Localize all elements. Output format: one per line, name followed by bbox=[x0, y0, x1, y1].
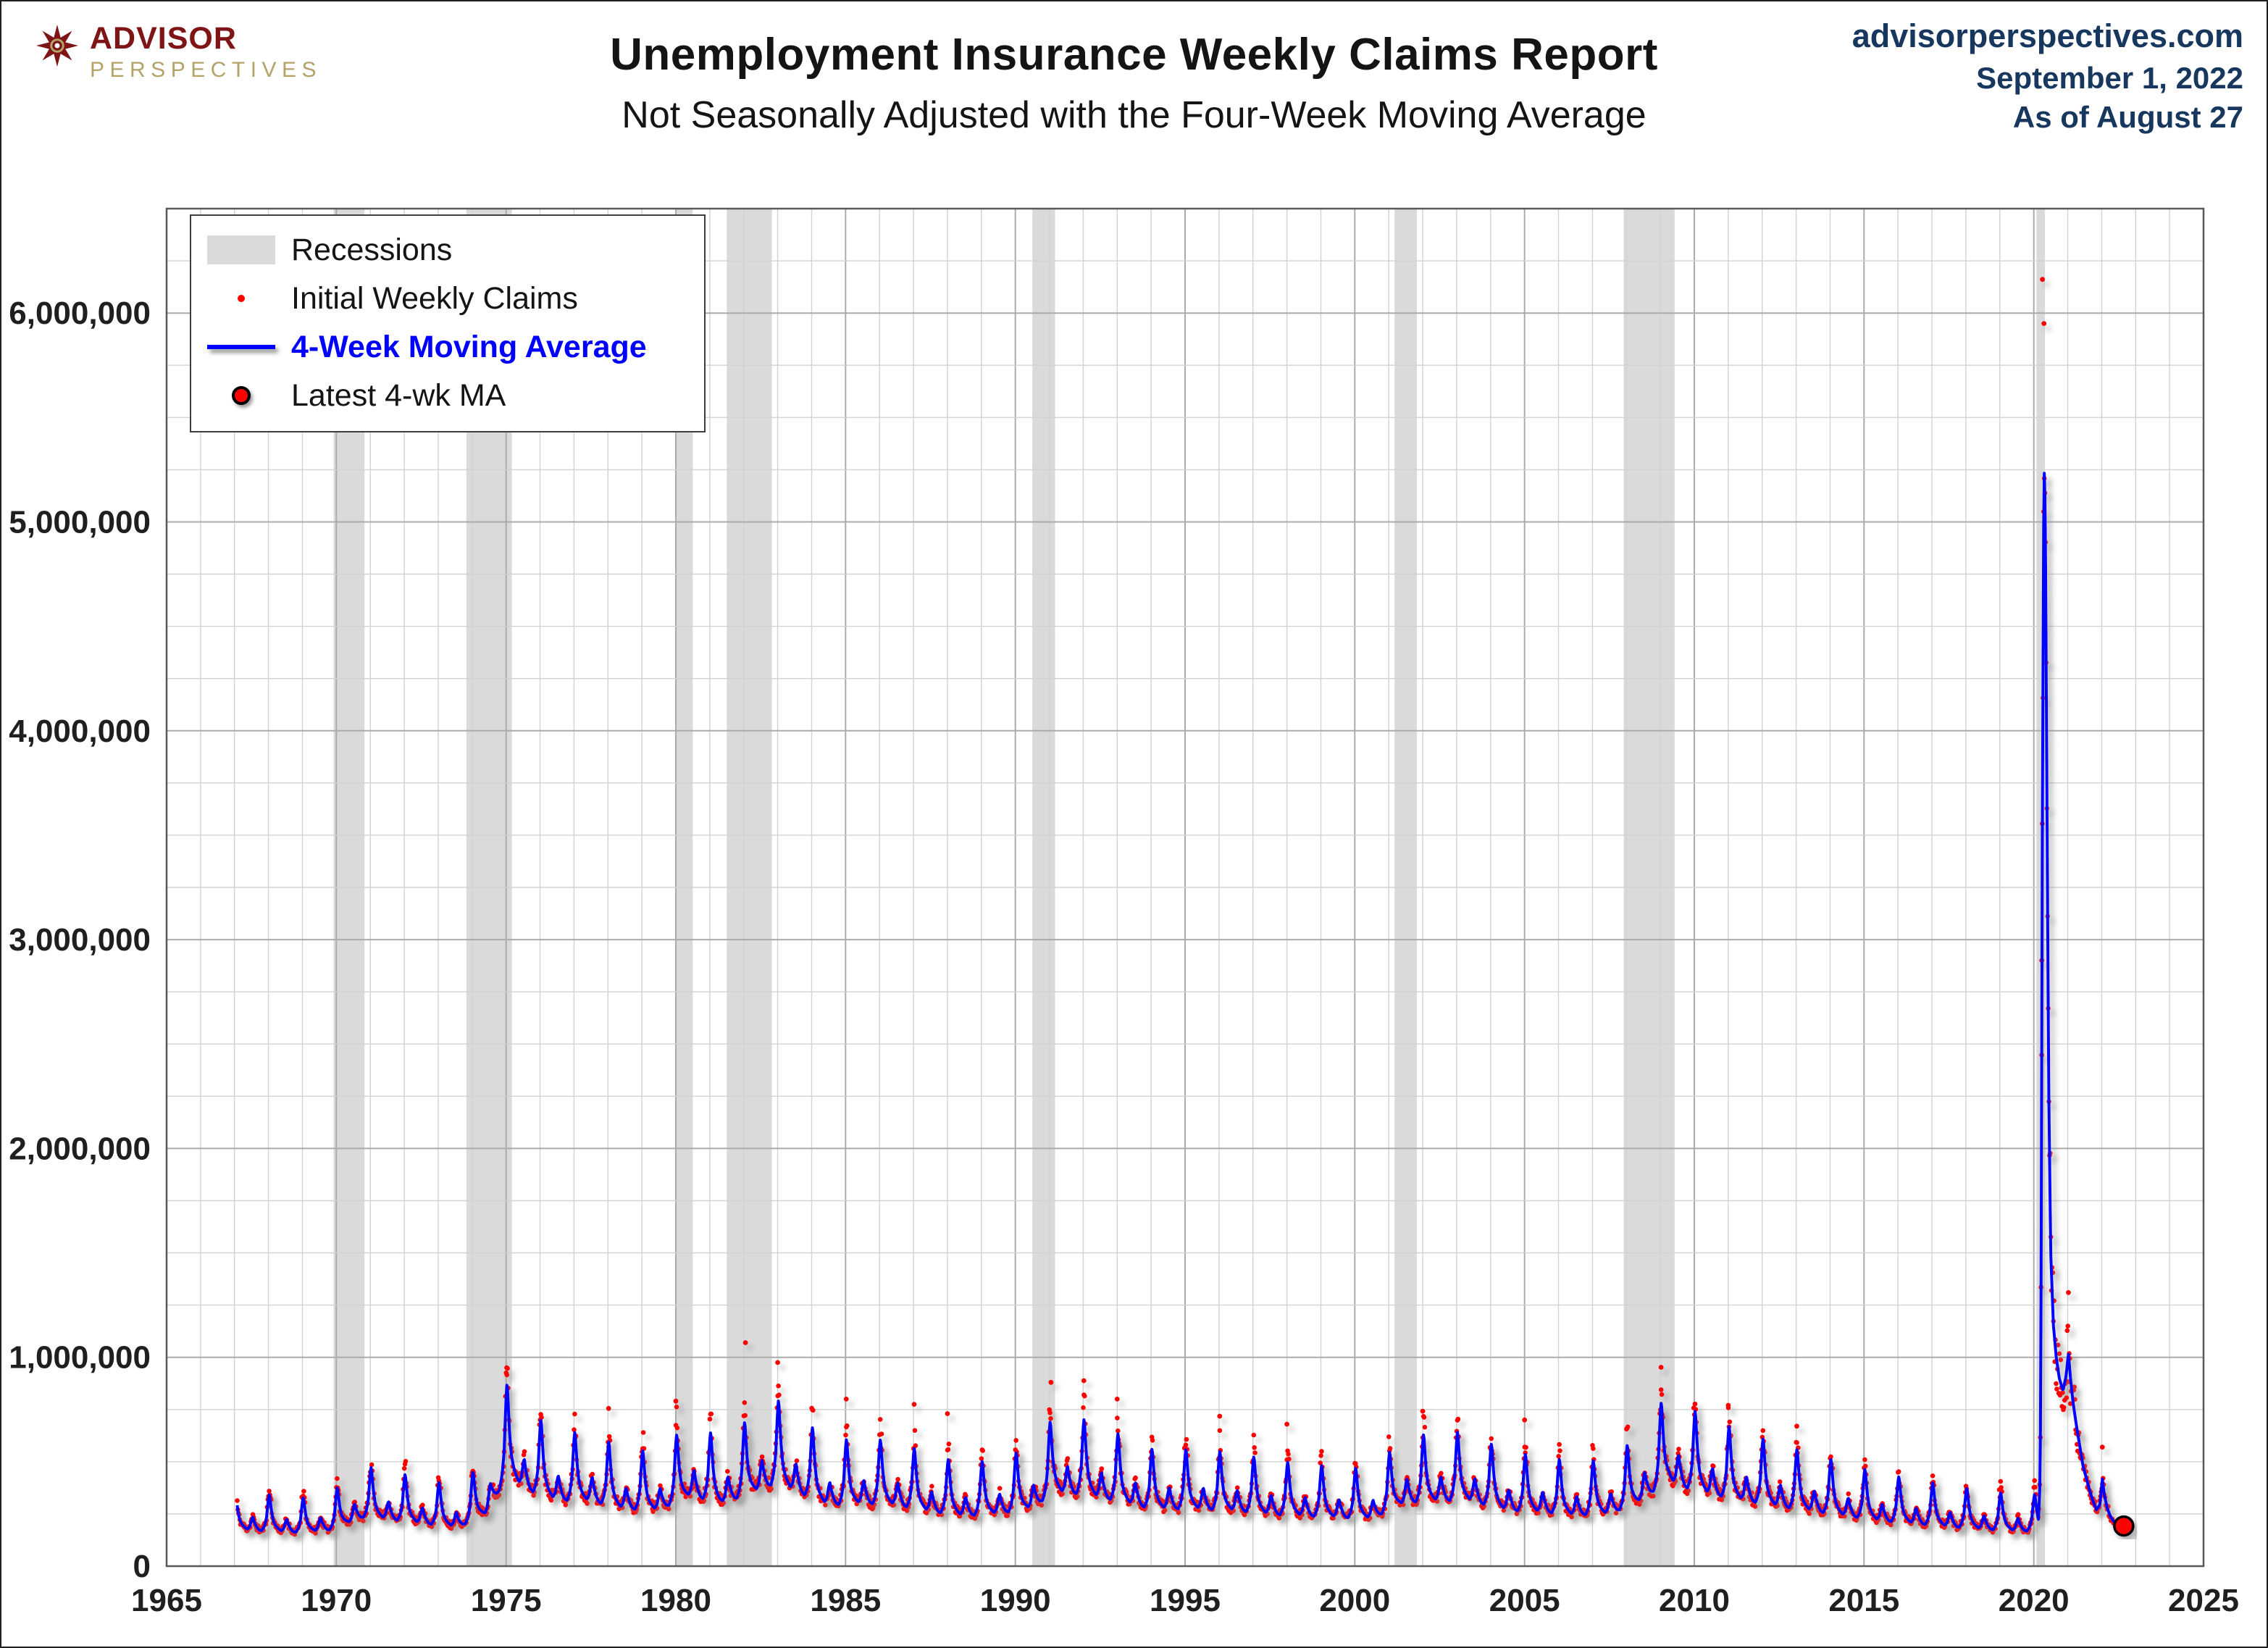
x-axis-labels: 1965 1970 1975 1980 1985 1990 1995 2000 2005 2010… bbox=[131, 1583, 2239, 1618]
svg-text:1980: 1980 bbox=[640, 1583, 711, 1618]
svg-text:1990: 1990 bbox=[980, 1583, 1051, 1618]
svg-text:2010: 2010 bbox=[1659, 1583, 1730, 1618]
plot-border bbox=[165, 207, 2205, 1568]
logo-advisor: ADVISOR bbox=[90, 21, 237, 56]
svg-text:2,000,000: 2,000,000 bbox=[9, 1131, 151, 1166]
recession-swatch bbox=[207, 235, 275, 264]
svg-text:1965: 1965 bbox=[131, 1583, 202, 1618]
svg-text:1970: 1970 bbox=[301, 1583, 372, 1618]
svg-text:6,000,000: 6,000,000 bbox=[9, 296, 151, 331]
legend-label-moving-average: 4-Week Moving Average bbox=[291, 329, 647, 364]
ma-line-swatch bbox=[207, 345, 275, 349]
legend-item-recessions: Recessions bbox=[207, 229, 685, 271]
source-block: advisorperspectives.com September 1, 202… bbox=[1852, 17, 2243, 135]
legend-label-recessions: Recessions bbox=[291, 232, 453, 267]
source-site: advisorperspectives.com bbox=[1851, 17, 2243, 54]
initial-claims-dot-swatch bbox=[207, 295, 275, 302]
legend-label-latest: Latest 4-wk MA bbox=[291, 377, 506, 413]
source-asof: As of August 27 bbox=[2012, 100, 2243, 134]
svg-text:2005: 2005 bbox=[1489, 1583, 1560, 1618]
ma-line bbox=[235, 472, 2125, 1534]
svg-text:1975: 1975 bbox=[471, 1583, 542, 1618]
svg-text:2015: 2015 bbox=[1828, 1583, 1899, 1618]
latest-ma-dot-swatch bbox=[207, 386, 275, 405]
svg-text:2000: 2000 bbox=[1319, 1583, 1390, 1618]
latest-ma-dot bbox=[2113, 1515, 2135, 1537]
chart-legend: Recessions Initial Weekly Claims 4-Week … bbox=[190, 214, 706, 432]
initial-claims-dots bbox=[235, 277, 2126, 1537]
source-date: September 1, 2022 bbox=[1976, 61, 2243, 95]
svg-text:1985: 1985 bbox=[810, 1583, 881, 1618]
svg-text:5,000,000: 5,000,000 bbox=[9, 505, 151, 540]
legend-label-initial-claims: Initial Weekly Claims bbox=[291, 280, 578, 316]
svg-text:0: 0 bbox=[133, 1549, 151, 1584]
legend-item-initial-claims: Initial Weekly Claims bbox=[207, 277, 685, 319]
y-axis-labels: 0 1,000,000 2,000,000 3,000,000 4,000,000 5,0… bbox=[9, 296, 151, 1584]
svg-text:1995: 1995 bbox=[1150, 1583, 1221, 1618]
logo-perspectives: PERSPECTIVES bbox=[90, 58, 322, 82]
svg-text:2025: 2025 bbox=[2168, 1583, 2239, 1618]
compass-star-icon bbox=[35, 24, 79, 67]
logo-text: ADVISOR PERSPECTIVES bbox=[90, 23, 322, 81]
legend-item-latest: Latest 4-wk MA bbox=[207, 375, 685, 417]
legend-item-moving-average: 4-Week Moving Average bbox=[207, 326, 685, 368]
svg-text:4,000,000: 4,000,000 bbox=[9, 714, 151, 749]
advisor-perspectives-logo: ADVISOR PERSPECTIVES bbox=[35, 23, 322, 81]
svg-text:3,000,000: 3,000,000 bbox=[9, 922, 151, 958]
svg-text:2020: 2020 bbox=[1999, 1583, 2070, 1618]
svg-text:1,000,000: 1,000,000 bbox=[9, 1340, 151, 1376]
